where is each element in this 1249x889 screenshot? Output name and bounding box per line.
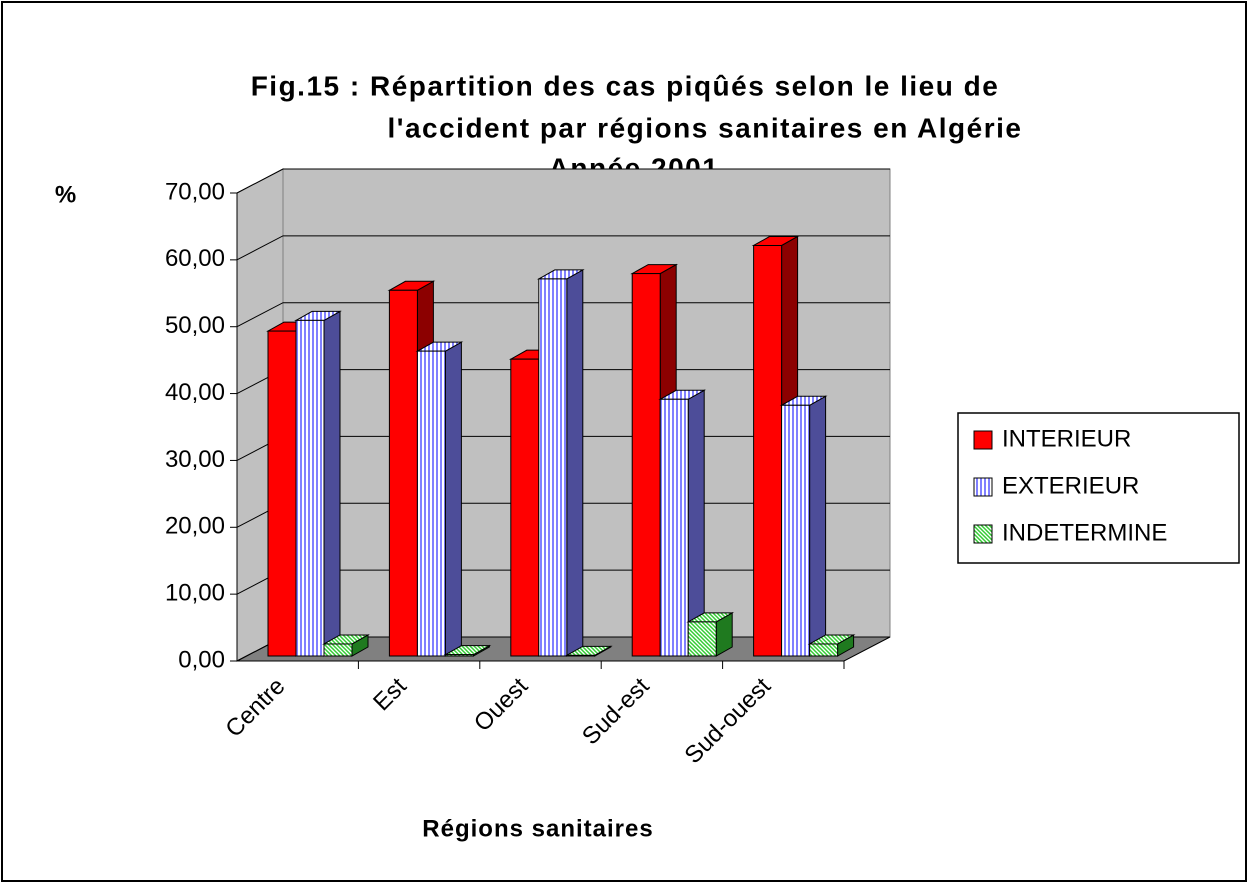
bar (779, 395, 828, 657)
grid-line (236, 168, 890, 194)
bar-face (538, 278, 568, 657)
bar-face (388, 289, 418, 657)
bar-side (444, 341, 462, 657)
bar-face (631, 273, 661, 657)
bar (415, 341, 464, 657)
legend-box (957, 412, 1240, 564)
bar (443, 644, 492, 657)
y-tick-label: 10,00 (165, 579, 225, 606)
bar-face (753, 244, 783, 657)
legend-swatch (973, 524, 993, 544)
bar-face (295, 319, 325, 657)
bar-face (687, 621, 717, 657)
y-tick-label: 40,00 (165, 379, 225, 406)
y-tick-label: 60,00 (165, 245, 225, 272)
grid-line (236, 302, 890, 328)
legend-swatch (973, 430, 993, 450)
bar (807, 634, 856, 657)
bar (536, 269, 585, 657)
bar (658, 389, 707, 657)
x-axis-label: Régions sanitaires (422, 815, 653, 842)
bar-face (659, 398, 689, 657)
bar-face (323, 643, 353, 657)
y-tick-label: 30,00 (165, 446, 225, 473)
bar-side (323, 310, 341, 657)
bar-face (781, 404, 811, 657)
bar-side (809, 395, 827, 657)
bar (686, 612, 735, 657)
legend-label: EXTERIEUR (1002, 472, 1139, 499)
bar-face (444, 654, 474, 657)
bar-face (510, 358, 540, 657)
y-tick-label: 0,00 (178, 646, 225, 673)
y-tick-label: 50,00 (165, 312, 225, 339)
legend-label: INTERIEUR (1002, 425, 1131, 452)
bar-face (809, 643, 839, 657)
grid-line (236, 235, 890, 261)
bar-side (566, 269, 584, 657)
bar (322, 634, 370, 657)
chart-title: Fig.15 : Répartition des cas piqûés selo… (251, 70, 1000, 101)
legend: INTERIEUR EXTERIEUR INDETERMINE (957, 412, 1240, 564)
y-axis-label: % (55, 181, 77, 208)
bar (564, 645, 613, 657)
legend-swatch (973, 477, 993, 497)
y-tick-label: 70,00 (165, 178, 225, 205)
legend-label: INDETERMINE (1002, 519, 1167, 546)
bar-face (566, 654, 596, 657)
bar (294, 310, 342, 657)
y-tick-label: 20,00 (165, 513, 225, 540)
plot: 0,0010,0020,0030,0040,0050,0060,0070,00C… (165, 168, 891, 769)
chart-title: l'accident par régions sanitaires en Alg… (388, 112, 1023, 143)
bar-face (267, 330, 297, 657)
bar-face (416, 350, 446, 657)
